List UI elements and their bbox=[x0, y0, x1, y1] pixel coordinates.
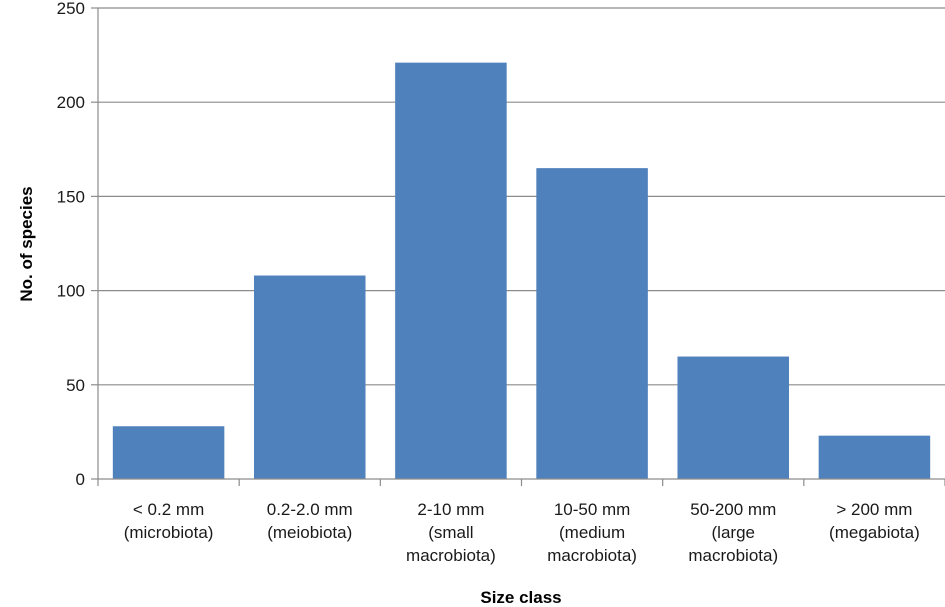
x-tick-label-line: (meiobiota) bbox=[267, 523, 352, 542]
x-tick-label-line: > 200 mm bbox=[836, 500, 912, 519]
x-tick-label-line: 50-200 mm bbox=[690, 500, 776, 519]
x-tick-label: 0.2-2.0 mm (meiobiota) bbox=[267, 500, 353, 542]
y-tick-labels: 0 50 100 150 200 250 bbox=[57, 0, 85, 489]
x-tick-labels: < 0.2 mm (microbiota) 0.2-2.0 mm (meiobiota… bbox=[124, 500, 920, 565]
x-tick-label-line: (large bbox=[712, 523, 755, 542]
bar bbox=[677, 356, 790, 479]
bar bbox=[253, 275, 366, 479]
x-tick-label: 2-10 mm (small macrobiota) bbox=[406, 500, 496, 565]
x-tick-label: < 0.2 mm (microbiota) bbox=[124, 500, 214, 542]
x-tick-label-line: (medium bbox=[559, 523, 625, 542]
x-tick-label-line: (small bbox=[428, 523, 473, 542]
x-tick-label: 50-200 mm (large macrobiota) bbox=[688, 500, 778, 565]
bar bbox=[536, 168, 648, 479]
x-tick-label-line: (megabiota) bbox=[829, 523, 920, 542]
x-tick-label: 10-50 mm (medium macrobiota) bbox=[547, 500, 637, 565]
y-tick-label: 0 bbox=[76, 470, 85, 489]
y-axis-title: No. of species bbox=[17, 186, 36, 301]
x-axis-title: Size class bbox=[480, 588, 561, 607]
bar bbox=[112, 426, 225, 479]
y-tick-label: 150 bbox=[57, 187, 85, 206]
y-tick-label: 100 bbox=[57, 282, 85, 301]
bars bbox=[112, 62, 931, 480]
bar bbox=[818, 435, 931, 479]
x-tick-label-line: 0.2-2.0 mm bbox=[267, 500, 353, 519]
x-tick-label: > 200 mm (megabiota) bbox=[829, 500, 920, 542]
y-tick-label: 200 bbox=[57, 93, 85, 112]
y-tick-label: 50 bbox=[66, 376, 85, 395]
x-tick-label-line: macrobiota) bbox=[406, 546, 496, 565]
x-tick-label-line: < 0.2 mm bbox=[133, 500, 204, 519]
x-tick-label-line: (microbiota) bbox=[124, 523, 214, 542]
x-tick-label-line: macrobiota) bbox=[688, 546, 778, 565]
x-tick-label-line: 2-10 mm bbox=[417, 500, 484, 519]
x-tick-label-line: 10-50 mm bbox=[554, 500, 631, 519]
x-tick-label-line: macrobiota) bbox=[547, 546, 637, 565]
axes bbox=[91, 7, 945, 486]
bar bbox=[395, 62, 507, 480]
y-tick-label: 250 bbox=[57, 0, 85, 18]
gridlines bbox=[98, 7, 945, 386]
